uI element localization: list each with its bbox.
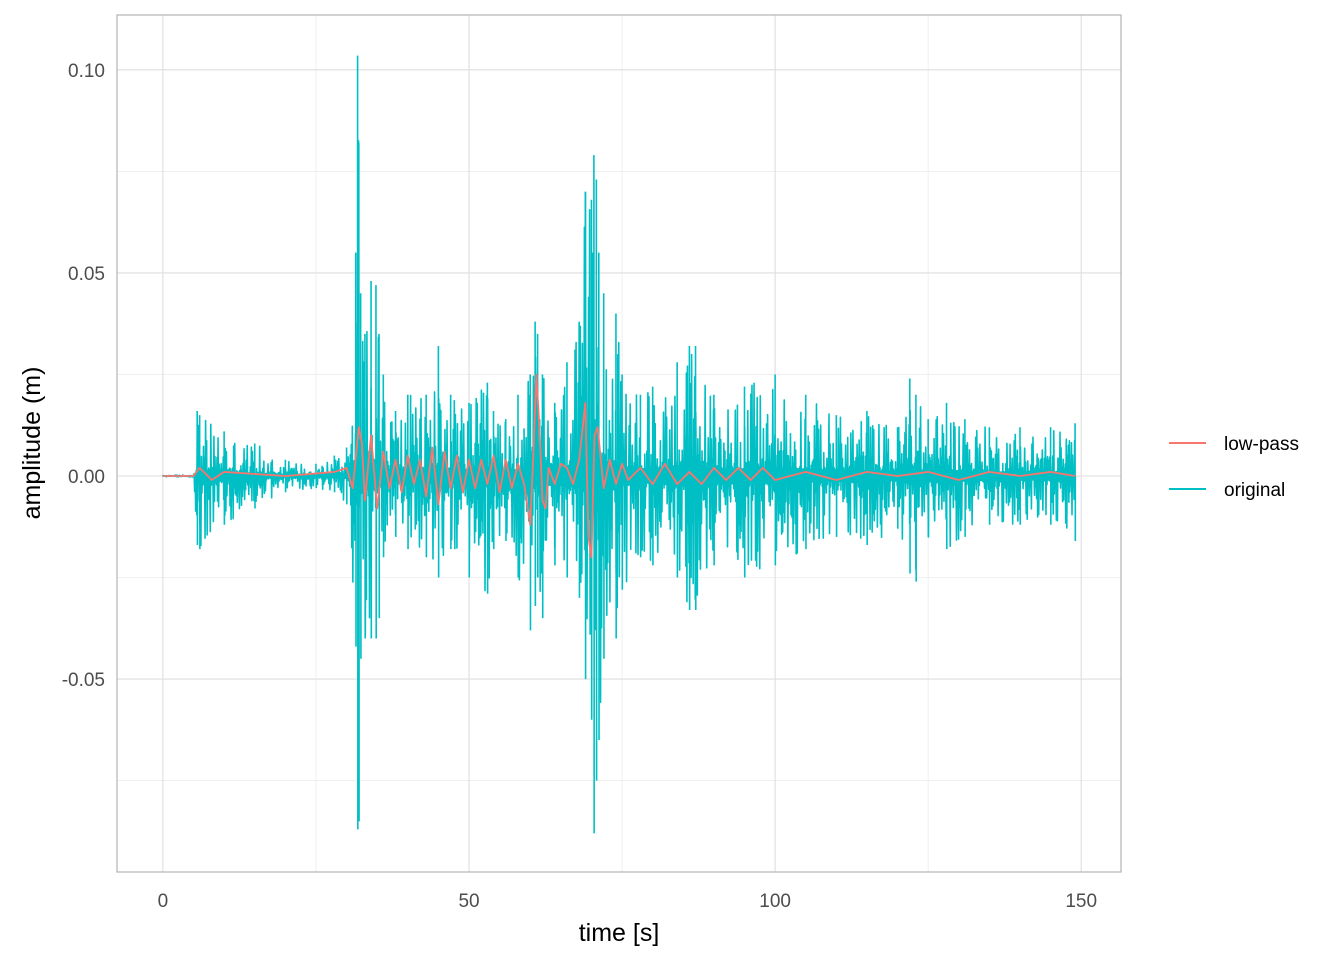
x-tick-label: 0: [158, 891, 169, 912]
x-tick-label: 100: [759, 891, 791, 912]
x-axis-title: time [s]: [579, 919, 660, 947]
y-axis-title: amplitude (m): [18, 367, 46, 520]
series-line-original: [162, 140, 1076, 704]
y-tick-label: -0.05: [62, 670, 105, 691]
series-line-low-pass: [162, 373, 1076, 559]
y-tick-label: 0.05: [68, 264, 105, 285]
legend-label-low-pass: low-pass: [1224, 434, 1299, 455]
legend-label-original: original: [1224, 480, 1285, 501]
x-tick-label: 50: [458, 891, 479, 912]
legend: low-pass original: [1169, 434, 1299, 501]
plot-area: [162, 55, 1077, 834]
y-tick-label: 0.00: [68, 467, 105, 488]
axis-ticks: 0 50 100 150 -0.05 0.00 0.05 0.10: [62, 61, 1097, 912]
y-tick-label: 0.10: [68, 61, 105, 82]
x-tick-label: 150: [1065, 891, 1097, 912]
panel-border: [116, 14, 1122, 873]
